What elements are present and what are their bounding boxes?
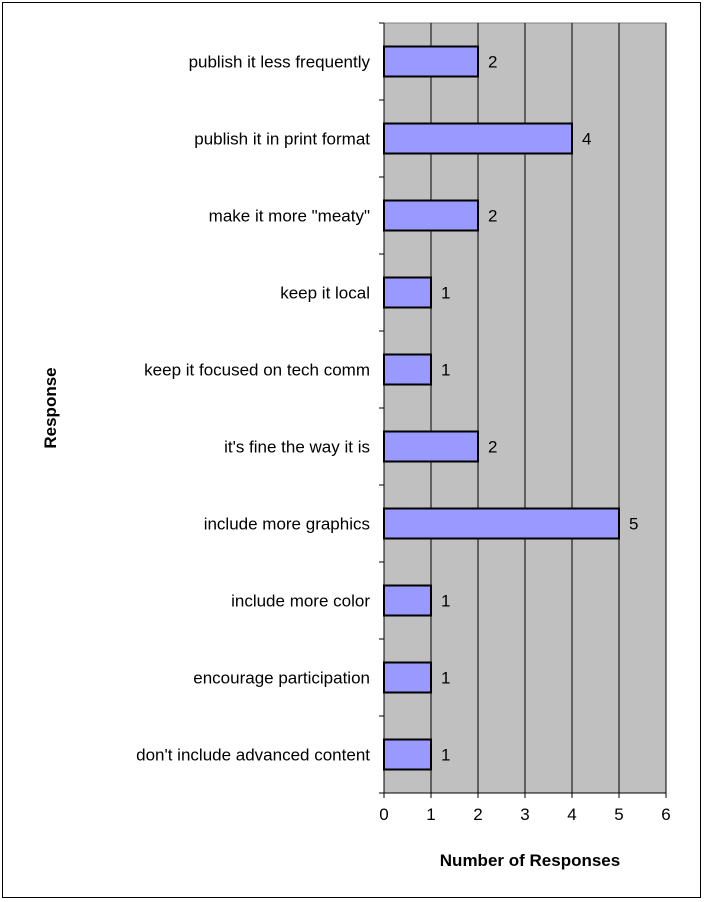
category-label: include more graphics	[204, 515, 370, 534]
category-label: don't include advanced content	[136, 746, 370, 765]
bar	[383, 353, 432, 386]
data-label: 1	[441, 361, 450, 380]
x-tick-label: 0	[379, 805, 388, 824]
category-label: encourage participation	[193, 669, 370, 688]
x-tick-label: 4	[567, 805, 576, 824]
data-label: 1	[441, 284, 450, 303]
bars	[383, 45, 620, 771]
bar	[383, 661, 432, 694]
data-label: 2	[488, 53, 497, 72]
data-label: 1	[441, 746, 450, 765]
data-label: 5	[629, 515, 638, 534]
x-tick-label: 2	[473, 805, 482, 824]
x-axis-title: Number of Responses	[440, 851, 620, 870]
data-label: 4	[582, 130, 591, 149]
data-labels: 2 4 2 1 1 2 5 1 1 1	[441, 53, 638, 765]
category-label: it's fine the way it is	[224, 438, 370, 457]
data-label: 2	[488, 207, 497, 226]
category-label: keep it focused on tech comm	[144, 361, 370, 380]
category-label: publish it less frequently	[189, 53, 371, 72]
bar	[383, 507, 620, 540]
bar	[383, 584, 432, 617]
category-label: include more color	[231, 592, 370, 611]
x-tick-label: 1	[426, 805, 435, 824]
axes	[379, 22, 667, 798]
y-axis-title: Response	[41, 367, 60, 448]
category-labels: publish it less frequently publish it in …	[136, 53, 370, 765]
data-label: 1	[441, 592, 450, 611]
bar	[383, 45, 479, 78]
bar	[383, 199, 479, 232]
bar	[383, 738, 432, 771]
x-tick-label: 3	[520, 805, 529, 824]
bar	[383, 122, 573, 155]
bar	[383, 430, 479, 463]
category-label: keep it local	[280, 284, 370, 303]
data-label: 2	[488, 438, 497, 457]
tick-labels: 0 1 2 3 4 5 6	[379, 805, 670, 824]
category-label: make it more "meaty"	[209, 207, 370, 226]
bar	[383, 276, 432, 309]
x-tick-label: 6	[661, 805, 670, 824]
data-label: 1	[441, 669, 450, 688]
x-tick-label: 5	[614, 805, 623, 824]
category-label: publish it in print format	[194, 130, 370, 149]
